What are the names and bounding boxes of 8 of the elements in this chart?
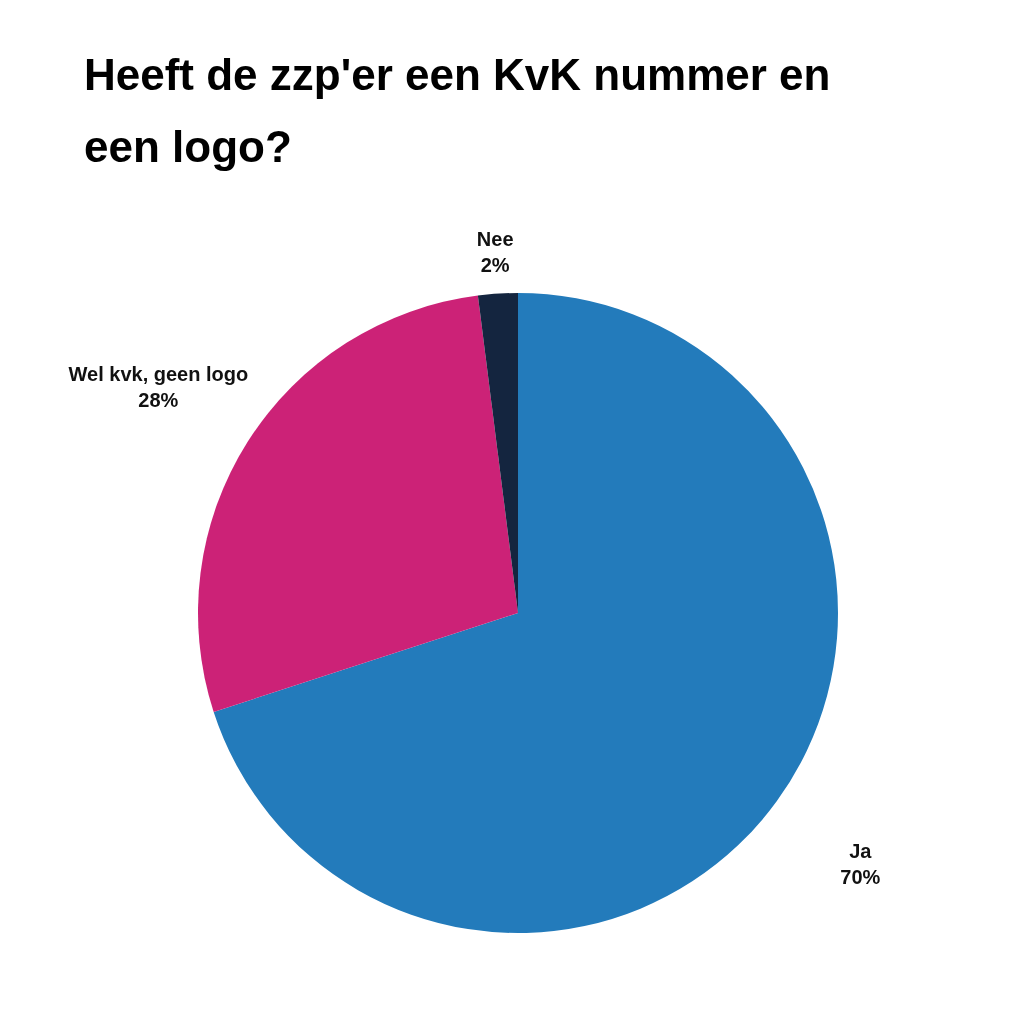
slice-label: Wel kvk, geen logo [68, 362, 249, 385]
chart-title: Heeft de zzp'er een KvK nummer en een logo? [84, 50, 831, 171]
slice-label: Nee [476, 228, 514, 251]
data-label: 28% [138, 388, 179, 411]
pie-slice [198, 295, 518, 712]
data-label: 70% [840, 865, 881, 888]
data-label: 2% [480, 254, 510, 277]
slice-label: Ja [849, 839, 873, 862]
